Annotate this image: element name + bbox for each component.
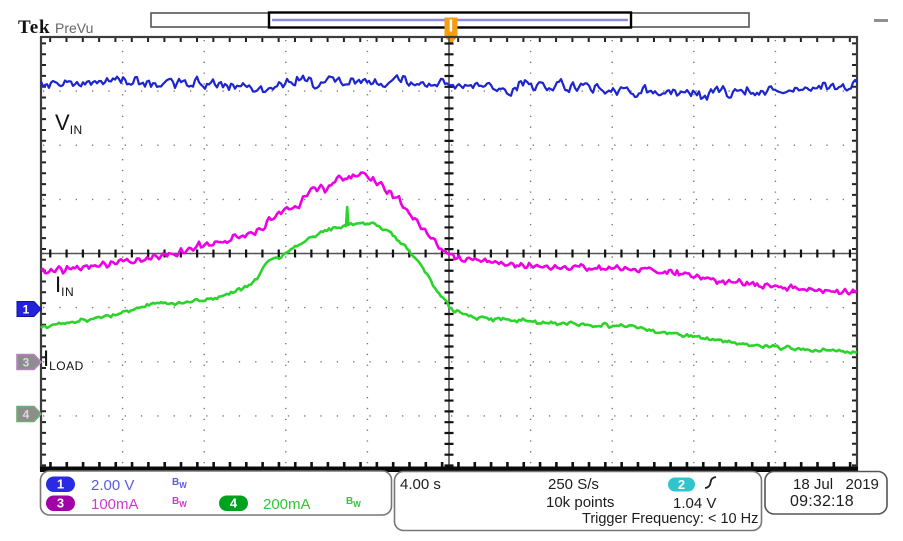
svg-text:3: 3: [57, 496, 64, 511]
svg-text:4: 4: [230, 496, 238, 511]
svg-text:3: 3: [23, 356, 30, 370]
svg-text:1: 1: [23, 303, 30, 317]
svg-text:1: 1: [57, 477, 64, 492]
svg-text:2: 2: [678, 477, 685, 492]
svg-text:4: 4: [23, 408, 30, 422]
